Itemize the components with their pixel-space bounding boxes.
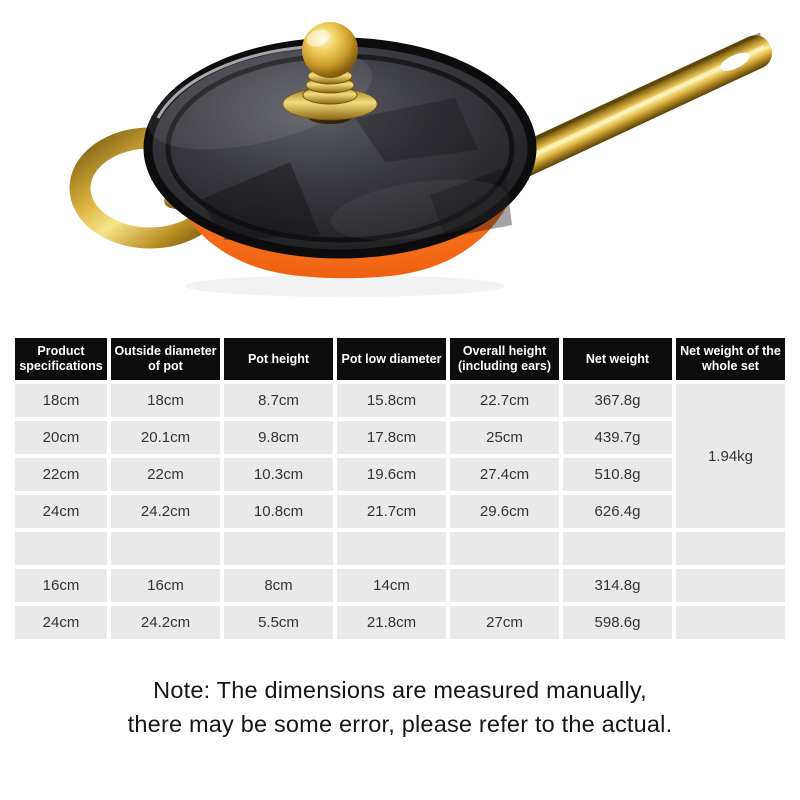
pan-shadow bbox=[185, 275, 505, 297]
spec-cell: 27.4cm bbox=[450, 458, 559, 491]
header-cell-outside-diameter: Outside diameter of pot bbox=[111, 338, 220, 380]
spec-cell: 367.8g bbox=[563, 384, 672, 417]
spec-cell: 21.8cm bbox=[337, 606, 446, 639]
spec-cell: 20.1cm bbox=[111, 421, 220, 454]
spec-row: 24cm 24.2cm 5.5cm 21.8cm 27cm 598.6g bbox=[15, 606, 785, 639]
lid-rim-highlight bbox=[156, 44, 321, 119]
spec-cell: 598.6g bbox=[563, 606, 672, 639]
pan-illustration bbox=[69, 22, 773, 297]
spec-cell-empty bbox=[676, 569, 785, 602]
spec-cell: 9.8cm bbox=[224, 421, 333, 454]
lid-knob bbox=[282, 22, 378, 124]
spec-row: 20cm 20.1cm 9.8cm 17.8cm 25cm 439.7g bbox=[15, 421, 785, 454]
spec-cell: 10.3cm bbox=[224, 458, 333, 491]
spec-row: 24cm 24.2cm 10.8cm 21.7cm 29.6cm 626.4g bbox=[15, 495, 785, 528]
spec-row: 18cm 18cm 8.7cm 15.8cm 22.7cm 367.8g 1.9… bbox=[15, 384, 785, 528]
spec-cell: 439.7g bbox=[563, 421, 672, 454]
spec-cell-empty bbox=[676, 606, 785, 639]
spec-cell: 22cm bbox=[111, 458, 220, 491]
spec-cell: 29.6cm bbox=[450, 495, 559, 528]
spec-cell: 5.5cm bbox=[224, 606, 333, 639]
spec-cell: 24cm bbox=[15, 606, 107, 639]
spec-cell-empty bbox=[563, 532, 672, 565]
spec-header-row: Product specifications Outside diameter … bbox=[15, 338, 785, 380]
header-cell-overall-height: Overall height (including ears) bbox=[450, 338, 559, 380]
header-cell-whole-set-weight: Net weight of the whole set bbox=[676, 338, 785, 380]
spec-cell: 20cm bbox=[15, 421, 107, 454]
spec-spacer-row bbox=[15, 532, 785, 565]
spec-cell: 19.6cm bbox=[337, 458, 446, 491]
note-line-2: there may be some error, please refer to… bbox=[127, 711, 673, 737]
spec-cell bbox=[450, 569, 559, 602]
spec-row: 16cm 16cm 8cm 14cm 314.8g bbox=[15, 569, 785, 602]
spec-cell-empty bbox=[15, 532, 107, 565]
spec-cell: 10.8cm bbox=[224, 495, 333, 528]
spec-cell: 18cm bbox=[111, 384, 220, 417]
spec-cell: 16cm bbox=[15, 569, 107, 602]
spec-cell-empty bbox=[224, 532, 333, 565]
spec-cell: 8.7cm bbox=[224, 384, 333, 417]
spec-row: 22cm 22cm 10.3cm 19.6cm 27.4cm 510.8g bbox=[15, 458, 785, 491]
header-cell-pot-low-diameter: Pot low diameter bbox=[337, 338, 446, 380]
header-cell-product-specifications: Product specifications bbox=[15, 338, 107, 380]
spec-cell: 25cm bbox=[450, 421, 559, 454]
spec-cell: 8cm bbox=[224, 569, 333, 602]
handle-hanging-hole bbox=[720, 52, 750, 71]
header-cell-pot-height: Pot height bbox=[224, 338, 333, 380]
spec-cell: 15.8cm bbox=[337, 384, 446, 417]
spec-cell: 22cm bbox=[15, 458, 107, 491]
note-text: Note: The dimensions are measured manual… bbox=[0, 673, 800, 741]
whole-set-weight-cell: 1.94kg bbox=[676, 384, 785, 528]
long-handle bbox=[496, 32, 773, 182]
spec-cell: 22.7cm bbox=[450, 384, 559, 417]
spec-cell: 24cm bbox=[15, 495, 107, 528]
spec-cell: 17.8cm bbox=[337, 421, 446, 454]
note-line-1: Note: The dimensions are measured manual… bbox=[153, 677, 647, 703]
spec-cell: 21.7cm bbox=[337, 495, 446, 528]
spec-cell: 510.8g bbox=[563, 458, 672, 491]
spec-cell: 27cm bbox=[450, 606, 559, 639]
spec-cell-empty bbox=[111, 532, 220, 565]
spec-cell: 18cm bbox=[15, 384, 107, 417]
spec-cell-empty bbox=[450, 532, 559, 565]
spec-cell: 24.2cm bbox=[111, 606, 220, 639]
spec-cell: 314.8g bbox=[563, 569, 672, 602]
spec-table: Product specifications Outside diameter … bbox=[11, 334, 789, 643]
spec-cell: 24.2cm bbox=[111, 495, 220, 528]
spec-cell: 626.4g bbox=[563, 495, 672, 528]
spec-cell: 14cm bbox=[337, 569, 446, 602]
header-cell-net-weight: Net weight bbox=[563, 338, 672, 380]
spec-cell: 16cm bbox=[111, 569, 220, 602]
product-photo bbox=[0, 0, 800, 332]
spec-cell-empty bbox=[337, 532, 446, 565]
spec-cell-empty bbox=[676, 532, 785, 565]
